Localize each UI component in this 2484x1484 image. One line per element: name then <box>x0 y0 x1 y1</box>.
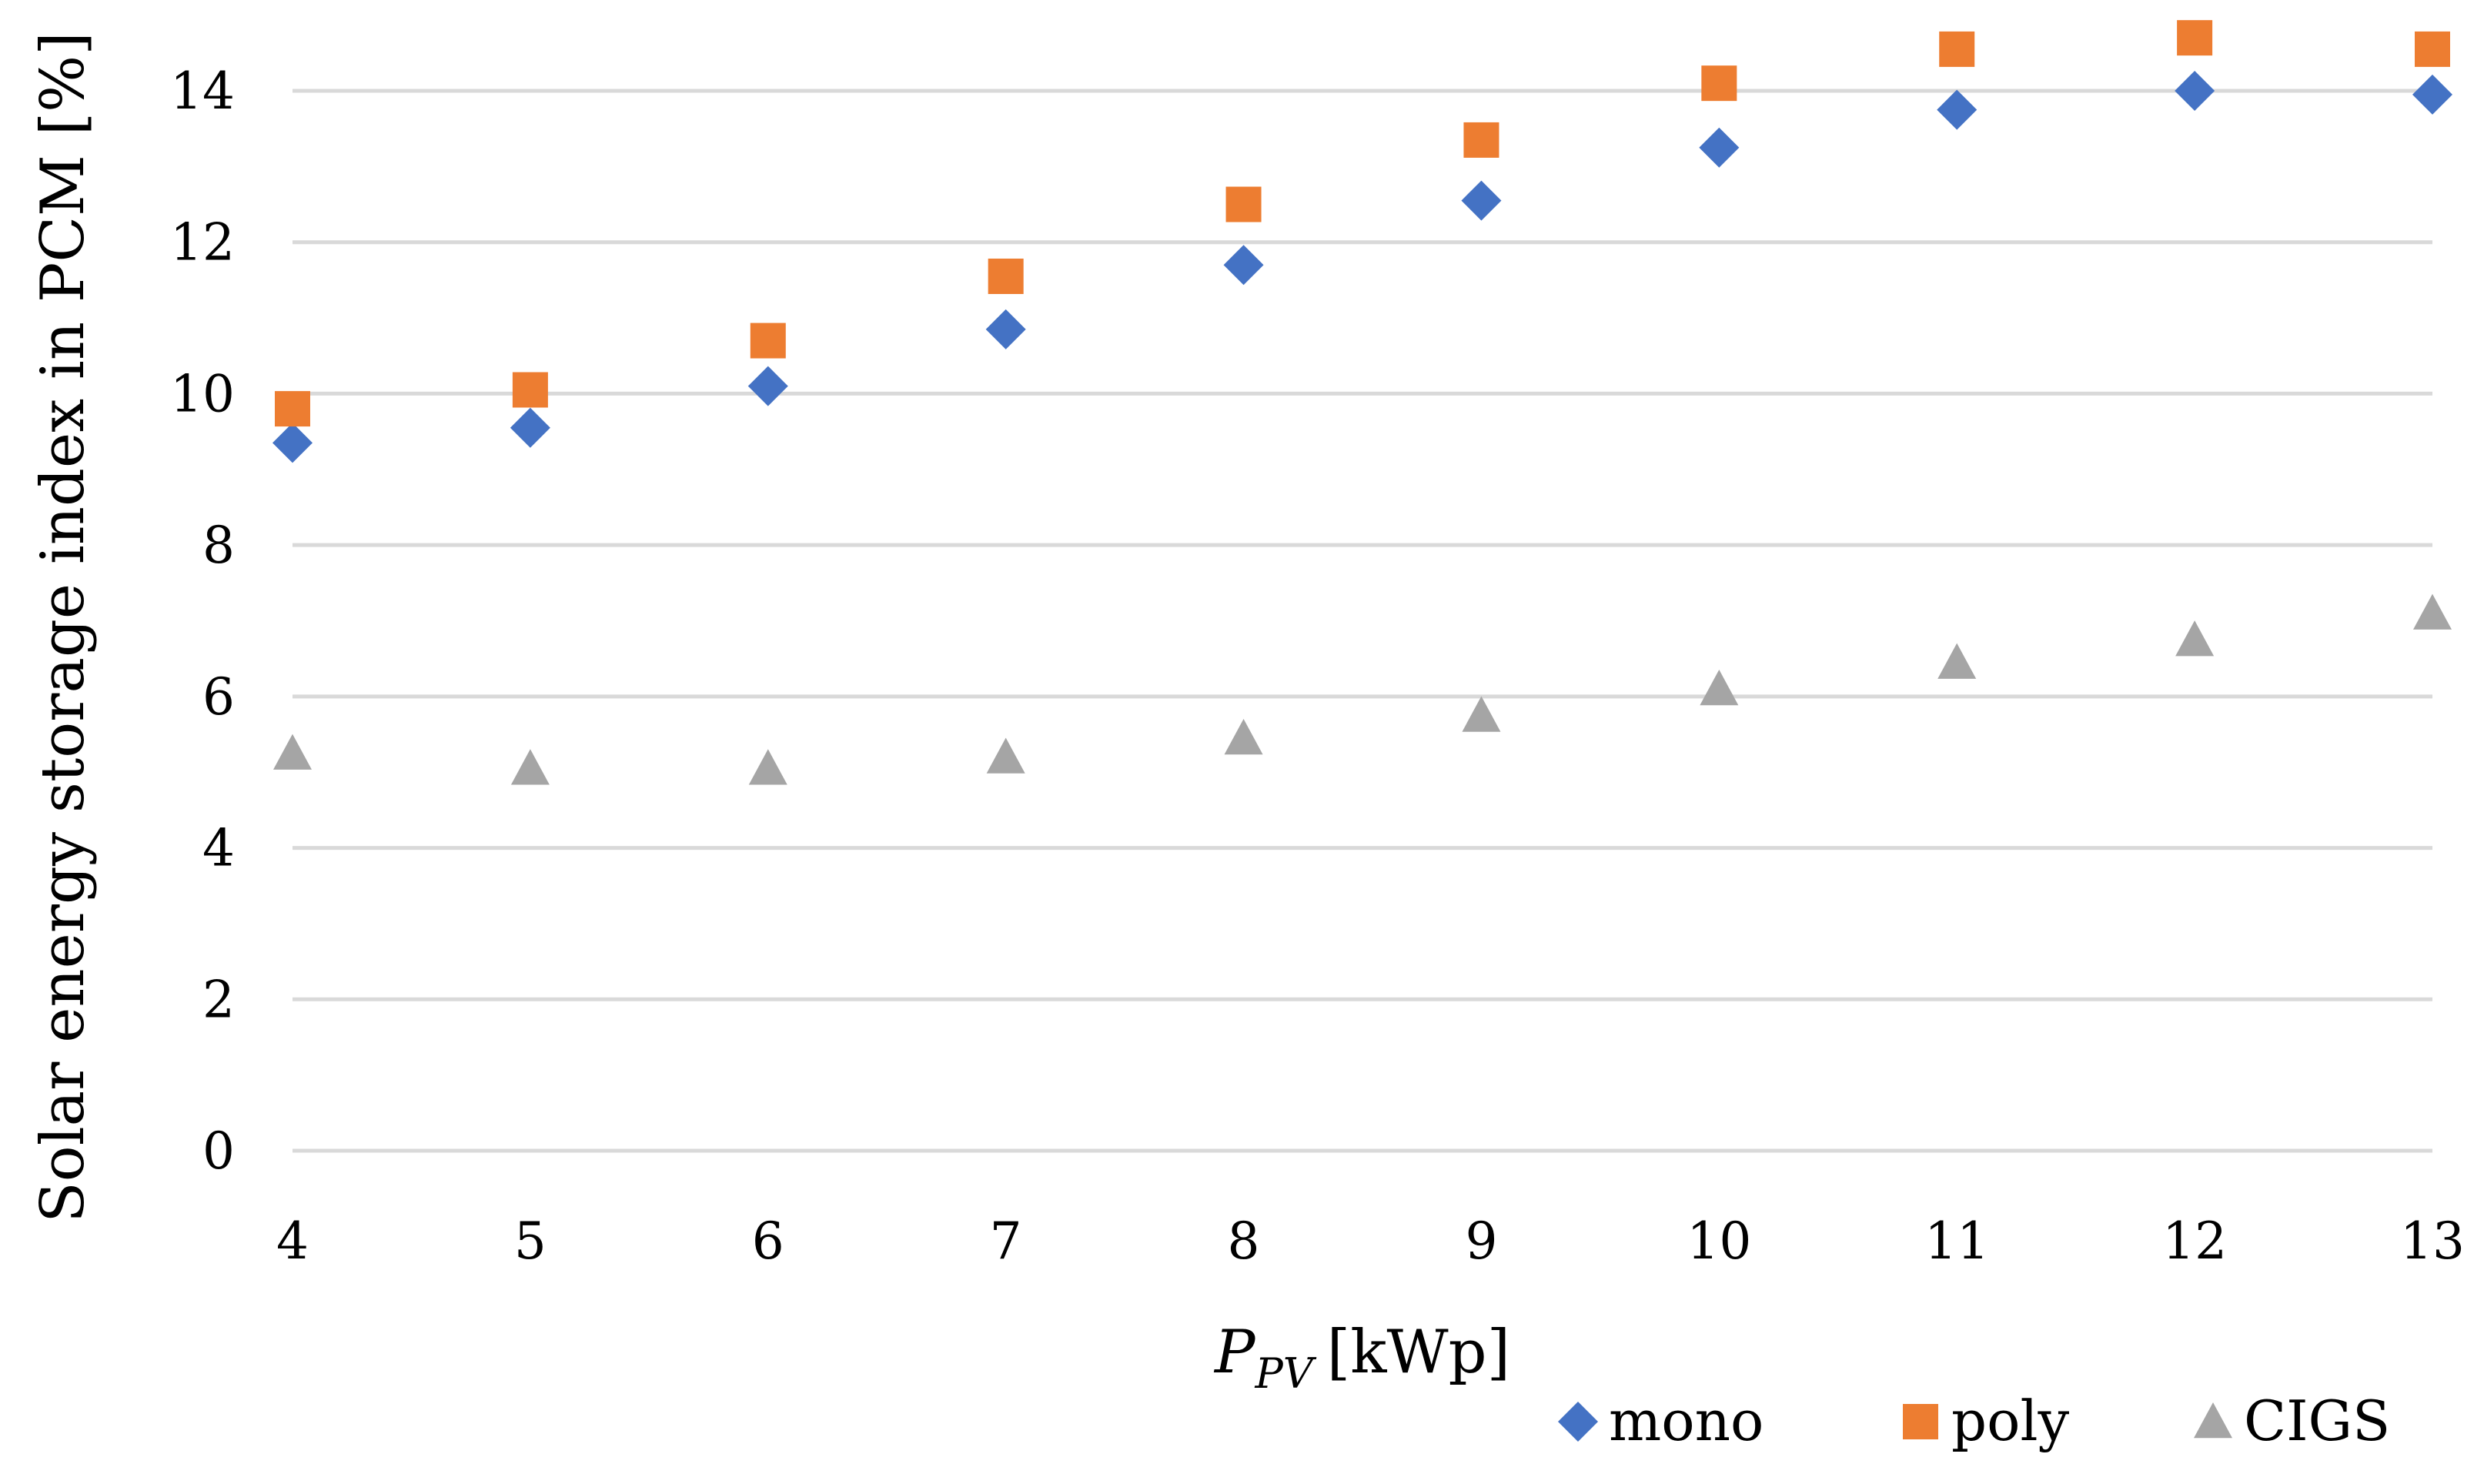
data-point-poly <box>1225 186 1262 222</box>
legend-label-poly: poly <box>1951 1389 2069 1453</box>
data-point-CIGS <box>2175 620 2215 657</box>
series-mono <box>272 71 2452 463</box>
x-tick-label: 5 <box>514 1212 547 1271</box>
legend-marker-mono <box>1558 1402 1598 1442</box>
x-axis-title-main: P <box>1213 1318 1256 1387</box>
data-point-CIGS <box>1224 718 1263 755</box>
y-tick-label: 4 <box>202 819 235 878</box>
x-tick-label: 11 <box>1924 1212 1989 1271</box>
legend-marker-poly <box>1903 1404 1938 1439</box>
x-tick-label: 6 <box>752 1212 784 1271</box>
legend-marker-CIGS <box>2194 1402 2232 1439</box>
data-point-CIGS <box>1700 670 1739 706</box>
data-point-poly <box>988 258 1024 294</box>
y-tick-label: 2 <box>202 970 235 1029</box>
x-tick-label: 4 <box>276 1212 309 1271</box>
x-axis-title: PPV [kWp] <box>1213 1318 1510 1398</box>
data-point-mono <box>747 366 788 406</box>
legend-item-poly: poly <box>1903 1389 2069 1453</box>
data-point-poly <box>750 323 786 359</box>
legend-label-CIGS: CIGS <box>2244 1389 2390 1453</box>
data-point-mono <box>985 309 1026 349</box>
x-axis-title-subscript: PV <box>1254 1349 1316 1398</box>
x-tick-label: 8 <box>1228 1212 1260 1271</box>
data-point-CIGS <box>986 737 1025 774</box>
data-point-mono <box>2175 71 2215 111</box>
y-tick-label: 12 <box>170 213 235 272</box>
x-tick-label: 12 <box>2162 1212 2227 1271</box>
data-point-CIGS <box>748 749 787 785</box>
data-point-poly <box>275 391 310 427</box>
data-point-mono <box>1223 245 1264 286</box>
y-axis-title: Solar energy storage index in PCM [%] <box>28 32 98 1222</box>
x-tick-label: 10 <box>1687 1212 1751 1271</box>
data-point-poly <box>512 372 548 408</box>
data-series <box>272 20 2452 785</box>
gridlines <box>293 89 2432 1153</box>
data-point-mono <box>1937 89 1978 130</box>
data-point-CIGS <box>2413 593 2452 630</box>
y-tick-label: 0 <box>202 1121 235 1181</box>
data-point-mono <box>2412 74 2452 115</box>
x-tick-label: 9 <box>1465 1212 1497 1271</box>
legend-item-CIGS: CIGS <box>2194 1389 2390 1453</box>
series-CIGS <box>273 593 2452 785</box>
data-point-CIGS <box>510 749 550 785</box>
y-tick-labels: 0 2 4 6 8 10 12 14 <box>170 62 235 1181</box>
series-poly <box>275 20 2450 427</box>
y-tick-label: 8 <box>202 516 235 575</box>
data-point-poly <box>2415 31 2450 67</box>
data-point-CIGS <box>1462 696 1501 732</box>
legend: mono poly CIGS <box>1558 1389 2390 1453</box>
x-tick-labels: 4 5 6 7 8 9 10 11 12 13 <box>276 1212 2465 1271</box>
data-point-mono <box>1461 180 1502 221</box>
data-point-poly <box>1463 122 1499 158</box>
data-point-poly <box>1939 31 1975 67</box>
y-tick-label: 10 <box>170 364 235 423</box>
data-point-mono <box>1699 127 1740 168</box>
y-tick-label: 14 <box>170 62 235 121</box>
x-axis-title-unit: [kWp] <box>1327 1318 1510 1387</box>
x-tick-label: 7 <box>990 1212 1022 1271</box>
data-point-CIGS <box>1937 643 1977 679</box>
x-tick-label: 13 <box>2400 1212 2465 1271</box>
legend-item-mono: mono <box>1558 1389 1764 1453</box>
legend-label-mono: mono <box>1609 1389 1764 1453</box>
data-point-mono <box>272 423 313 463</box>
y-tick-label: 6 <box>202 667 235 727</box>
data-point-poly <box>1701 65 1737 102</box>
data-point-poly <box>2177 20 2213 56</box>
data-point-mono <box>510 407 550 448</box>
data-point-CIGS <box>273 734 312 770</box>
